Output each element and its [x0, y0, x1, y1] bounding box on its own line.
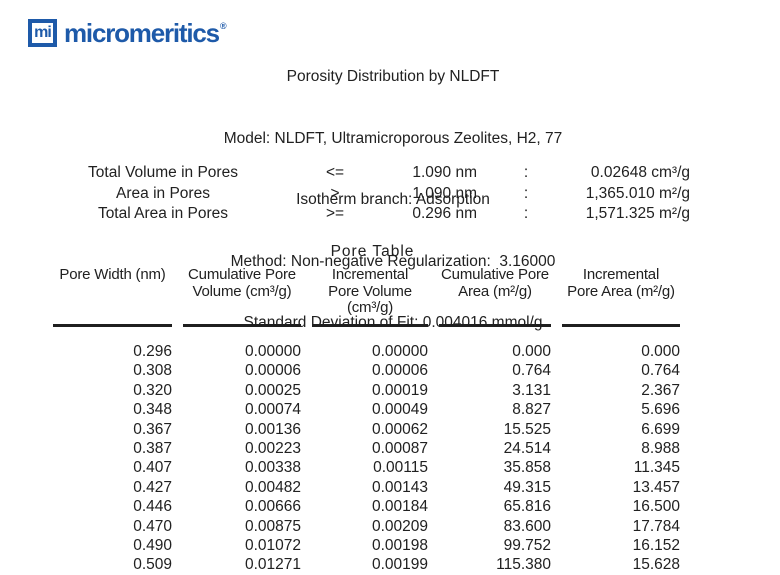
summary-label: Total Area in Pores — [97, 205, 229, 222]
table-cell: 0.764 — [512, 362, 551, 380]
table-cell: 0.296 — [133, 343, 172, 360]
table-cell: 0.387 — [133, 439, 172, 457]
table-cell: 0.407 — [133, 459, 172, 477]
table-cell: 0.427 — [133, 478, 172, 496]
pore-table-title: Pore Table — [330, 243, 415, 260]
report-title: Porosity Distribution by NLDFT — [286, 68, 500, 85]
table-cell: 0.470 — [133, 517, 172, 535]
table-cell: 0.00115 — [373, 459, 428, 477]
column-header-cumulative-area: Cumulative Pore Area (m²/g) — [439, 266, 551, 327]
table-cell: 8.827 — [512, 401, 551, 419]
table-cell: 0.00209 — [371, 517, 428, 535]
table-cell: 24.514 — [503, 439, 551, 457]
table-cell: 16.500 — [632, 498, 680, 516]
table-cell: 0.00184 — [371, 498, 428, 516]
table-cell: 13.457 — [632, 478, 680, 496]
column-header-incremental-volume: Incremental Pore Volume (cm³/g) — [312, 266, 428, 327]
table-cell: 83.600 — [503, 517, 551, 535]
table-cell: 0.01072 — [244, 536, 301, 554]
table-cell: 0.00199 — [371, 556, 428, 574]
table-cell: 115.380 — [496, 556, 551, 574]
table-cell: 65.816 — [503, 498, 551, 516]
summary-pore-size: 0.296 nm — [412, 205, 477, 222]
summary-operator: > — [330, 184, 340, 202]
table-cell: 0.00198 — [371, 536, 428, 554]
micromeritics-logo: mi micromeritics ® — [28, 19, 227, 47]
table-cell: 0.490 — [133, 536, 172, 554]
summary-label: Total Volume in Pores — [88, 164, 238, 181]
table-cell: 6.699 — [641, 420, 680, 438]
table-cell: 0.367 — [133, 420, 172, 438]
table-cell: 0.00338 — [244, 459, 301, 477]
pore-table-header: Pore Width (nm) Cumulative Pore Volume (… — [53, 266, 680, 327]
table-cell: 0.000 — [641, 343, 680, 360]
summary-value: 1,365.010 m²/g — [585, 184, 690, 202]
table-cell: 0.00875 — [244, 517, 301, 535]
table-cell: 0.764 — [641, 362, 680, 380]
table-cell: 0.00025 — [244, 381, 301, 399]
table-cell: 0.00666 — [244, 498, 301, 516]
table-cell: 0.320 — [133, 381, 172, 399]
summary-colon: : — [523, 164, 529, 181]
table-cell: 0.00000 — [244, 343, 301, 360]
summary-operator: >= — [325, 205, 345, 222]
logo-wordmark: micromeritics — [64, 18, 220, 48]
table-cell: 8.988 — [641, 439, 680, 457]
table-cell: 0.00000 — [371, 343, 428, 360]
registered-trademark-icon: ® — [219, 21, 227, 31]
table-cell: 99.752 — [503, 536, 551, 554]
table-cell: 0.00087 — [371, 439, 428, 457]
summary-operator: <= — [325, 164, 345, 181]
pore-summary: Total Volume in Pores <= 1.090 nm : 0.02… — [53, 163, 690, 225]
summary-pore-size: 1.090 nm — [412, 184, 477, 202]
summary-value: 0.02648 cm³/g — [590, 164, 690, 181]
table-cell: 0.000 — [512, 343, 551, 360]
table-cell: 15.525 — [503, 420, 551, 438]
table-cell: 0.00062 — [371, 420, 428, 438]
table-cell: 11.345 — [633, 459, 680, 477]
column-header-cumulative-volume: Cumulative Pore Volume (cm³/g) — [183, 266, 301, 327]
table-cell: 5.696 — [641, 401, 680, 419]
table-cell: 0.00049 — [371, 401, 428, 419]
table-cell: 0.00143 — [371, 478, 428, 496]
summary-label: Area in Pores — [116, 184, 210, 202]
summary-colon: : — [523, 184, 529, 202]
table-cell: 3.131 — [512, 381, 551, 399]
table-cell: 0.00136 — [244, 420, 301, 438]
table-cell: 0.509 — [133, 556, 172, 574]
summary-value: 1,571.325 m²/g — [585, 205, 690, 222]
table-cell: 0.00006 — [371, 362, 428, 380]
table-cell: 0.01271 — [244, 556, 301, 574]
column-header-pore-width: Pore Width (nm) — [53, 266, 172, 327]
method-line: Method: Non-negative Regularization: 3.1… — [230, 252, 556, 270]
table-cell: 0.00223 — [244, 439, 301, 457]
column-header-incremental-area: Incremental Pore Area (m²/g) — [562, 266, 680, 327]
table-cell: 0.00006 — [244, 362, 301, 380]
pore-table-body: 0.296 0.00000 0.00000 0.000 0.000 0.308 0.0000… — [53, 342, 680, 575]
mi-logo-icon: mi — [28, 19, 57, 47]
table-cell: 0.348 — [133, 401, 172, 419]
table-cell: 0.308 — [133, 362, 172, 380]
table-cell: 0.00482 — [244, 478, 301, 496]
table-cell: 35.858 — [503, 459, 551, 477]
table-cell: 0.00074 — [244, 401, 301, 419]
model-line: Model: NLDFT, Ultramicroporous Zeolites,… — [223, 129, 563, 147]
table-cell: 0.446 — [133, 498, 172, 516]
table-cell: 0.00019 — [371, 381, 428, 399]
summary-pore-size: 1.090 nm — [412, 164, 477, 181]
table-cell: 15.628 — [632, 556, 680, 574]
summary-colon: : — [523, 205, 529, 222]
table-cell: 2.367 — [641, 381, 680, 399]
table-cell: 16.152 — [632, 536, 680, 554]
table-cell: 49.315 — [503, 478, 551, 496]
isotherm-branch-line: Isotherm branch: Adsorption — [296, 191, 490, 208]
table-cell: 17.784 — [632, 517, 680, 535]
